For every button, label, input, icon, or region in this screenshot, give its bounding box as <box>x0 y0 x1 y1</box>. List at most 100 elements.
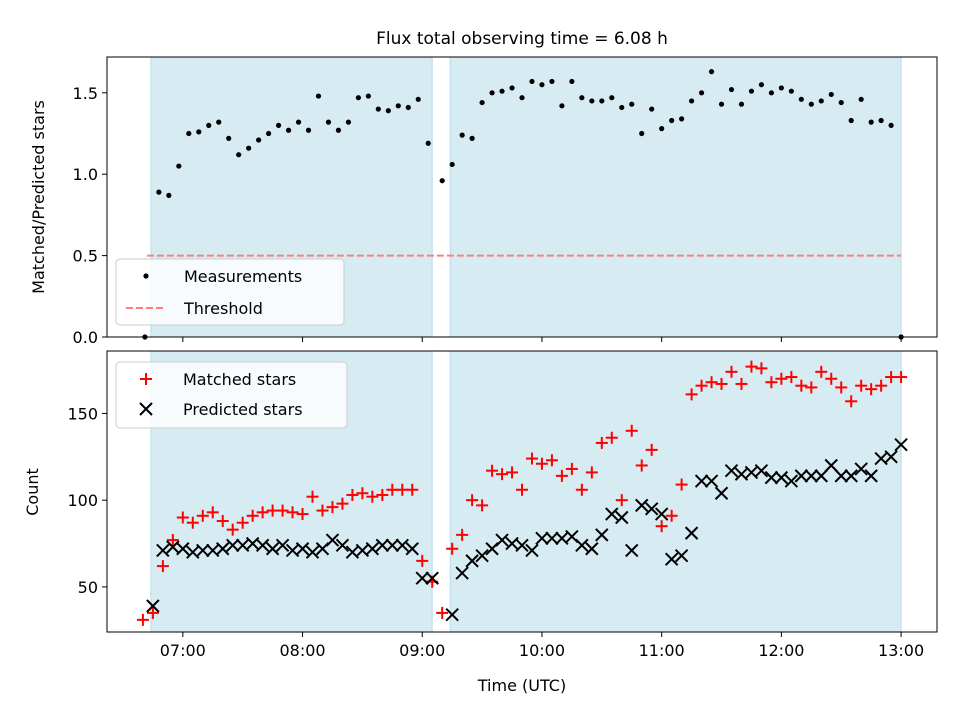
predicted-star-point <box>395 538 409 552</box>
measurement-point <box>718 101 725 107</box>
predicted-star-point <box>654 507 669 521</box>
predicted-star-point <box>365 542 380 556</box>
legend-threshold-label: Threshold <box>183 299 263 318</box>
measurement-point <box>888 122 894 128</box>
predicted-star-point <box>864 469 878 483</box>
matched-star-point <box>206 506 219 519</box>
measurement-point <box>609 95 615 101</box>
measurement-point <box>295 119 302 125</box>
matched-star-point <box>226 523 239 536</box>
measurement-point <box>266 130 272 137</box>
predicted-star-point <box>754 463 769 478</box>
bottom-x-tick-label: 08:00 <box>279 641 325 660</box>
predicted-star-point <box>375 538 390 552</box>
measurement-point <box>688 98 695 104</box>
matched-star-point <box>685 388 698 401</box>
matched-star-point <box>825 372 838 385</box>
matched-star-point <box>336 497 349 510</box>
predicted-star-point <box>455 566 469 580</box>
predicted-star-point <box>415 571 429 585</box>
legend-predicted-marker <box>139 402 153 416</box>
bottom-shaded-interval <box>449 350 902 633</box>
measurement-point <box>395 103 401 109</box>
predicted-star-point <box>405 542 419 556</box>
predicted-star-point <box>575 538 589 552</box>
predicted-star-point <box>784 474 799 488</box>
predicted-star-point <box>704 474 719 488</box>
matched-star-point <box>506 466 519 479</box>
measurement-point <box>425 140 431 146</box>
measurement-point <box>748 88 755 94</box>
matched-star-point <box>565 462 578 475</box>
matched-star-point <box>635 459 648 472</box>
matched-star-point <box>276 504 289 517</box>
matched-star-point <box>615 494 628 507</box>
predicted-star-point <box>615 510 629 525</box>
predicted-star-point <box>265 542 280 556</box>
matched-star-point <box>476 499 489 512</box>
measurement-point <box>788 88 794 94</box>
predicted-star-point <box>225 538 240 552</box>
predicted-star-point <box>854 462 868 476</box>
matched-star-point <box>725 365 738 378</box>
predicted-star-point <box>216 542 230 556</box>
matched-star-point <box>675 478 688 491</box>
predicted-star-point <box>146 599 160 613</box>
matched-star-point <box>376 488 389 501</box>
matched-star-point <box>256 506 269 519</box>
measurement-point <box>778 85 784 91</box>
matched-star-point <box>496 468 509 481</box>
top-y-tick-label: 0.5 <box>73 247 98 266</box>
matched-star-point <box>236 516 249 529</box>
top-y-tick-label: 0.0 <box>73 328 98 347</box>
measurement-point <box>549 78 555 85</box>
predicted-star-point <box>535 531 549 546</box>
measurement-point <box>649 106 655 112</box>
predicted-star-point <box>445 607 459 622</box>
matched-star-point <box>665 509 678 522</box>
top-legend: Measurements Threshold <box>115 258 345 326</box>
measurement-point <box>405 104 411 111</box>
legend-predicted-label: Predicted stars <box>183 400 303 419</box>
measurement-point <box>385 108 391 114</box>
predicted-star-point <box>156 543 170 558</box>
matched-star-point <box>416 554 429 567</box>
predicted-star-point <box>335 538 350 552</box>
matched-star-point <box>595 436 608 449</box>
matched-star-point <box>196 509 209 522</box>
predicted-star-point <box>814 469 828 483</box>
matched-star-point <box>855 379 868 392</box>
matched-star-point <box>735 377 748 390</box>
measurement-point <box>758 82 765 88</box>
measurement-point <box>639 130 645 137</box>
measurement-point <box>569 78 575 85</box>
matched-star-point <box>525 452 538 465</box>
measurement-point <box>838 99 844 106</box>
matched-star-point <box>785 371 798 384</box>
matched-star-point <box>486 464 499 477</box>
matched-star-point <box>795 379 808 392</box>
matched-star-point <box>605 431 618 444</box>
predicted-star-point <box>884 450 898 464</box>
bottom-x-tick-label: 13:00 <box>878 641 924 660</box>
matched-star-point <box>316 504 329 517</box>
measurement-point <box>509 85 515 91</box>
legend-measurements-label: Measurements <box>184 267 302 286</box>
matched-star-point <box>705 376 718 389</box>
matched-star-point <box>895 371 908 384</box>
measurement-point <box>479 99 485 106</box>
measurement-point <box>698 90 705 96</box>
matched-star-point <box>186 516 199 529</box>
bottom-plot-frame <box>106 350 938 633</box>
matched-star-point <box>216 514 229 527</box>
matched-star-point <box>286 506 299 519</box>
top-y-tick-label: 1.5 <box>73 84 98 103</box>
predicted-star-point <box>804 469 819 483</box>
measurement-point <box>459 132 465 138</box>
measurement-point <box>256 137 262 143</box>
measurement-point <box>355 95 361 101</box>
bottom-x-tick-label: 10:00 <box>519 641 565 660</box>
matched-star-point <box>835 381 848 394</box>
predicted-star-point <box>834 469 848 483</box>
